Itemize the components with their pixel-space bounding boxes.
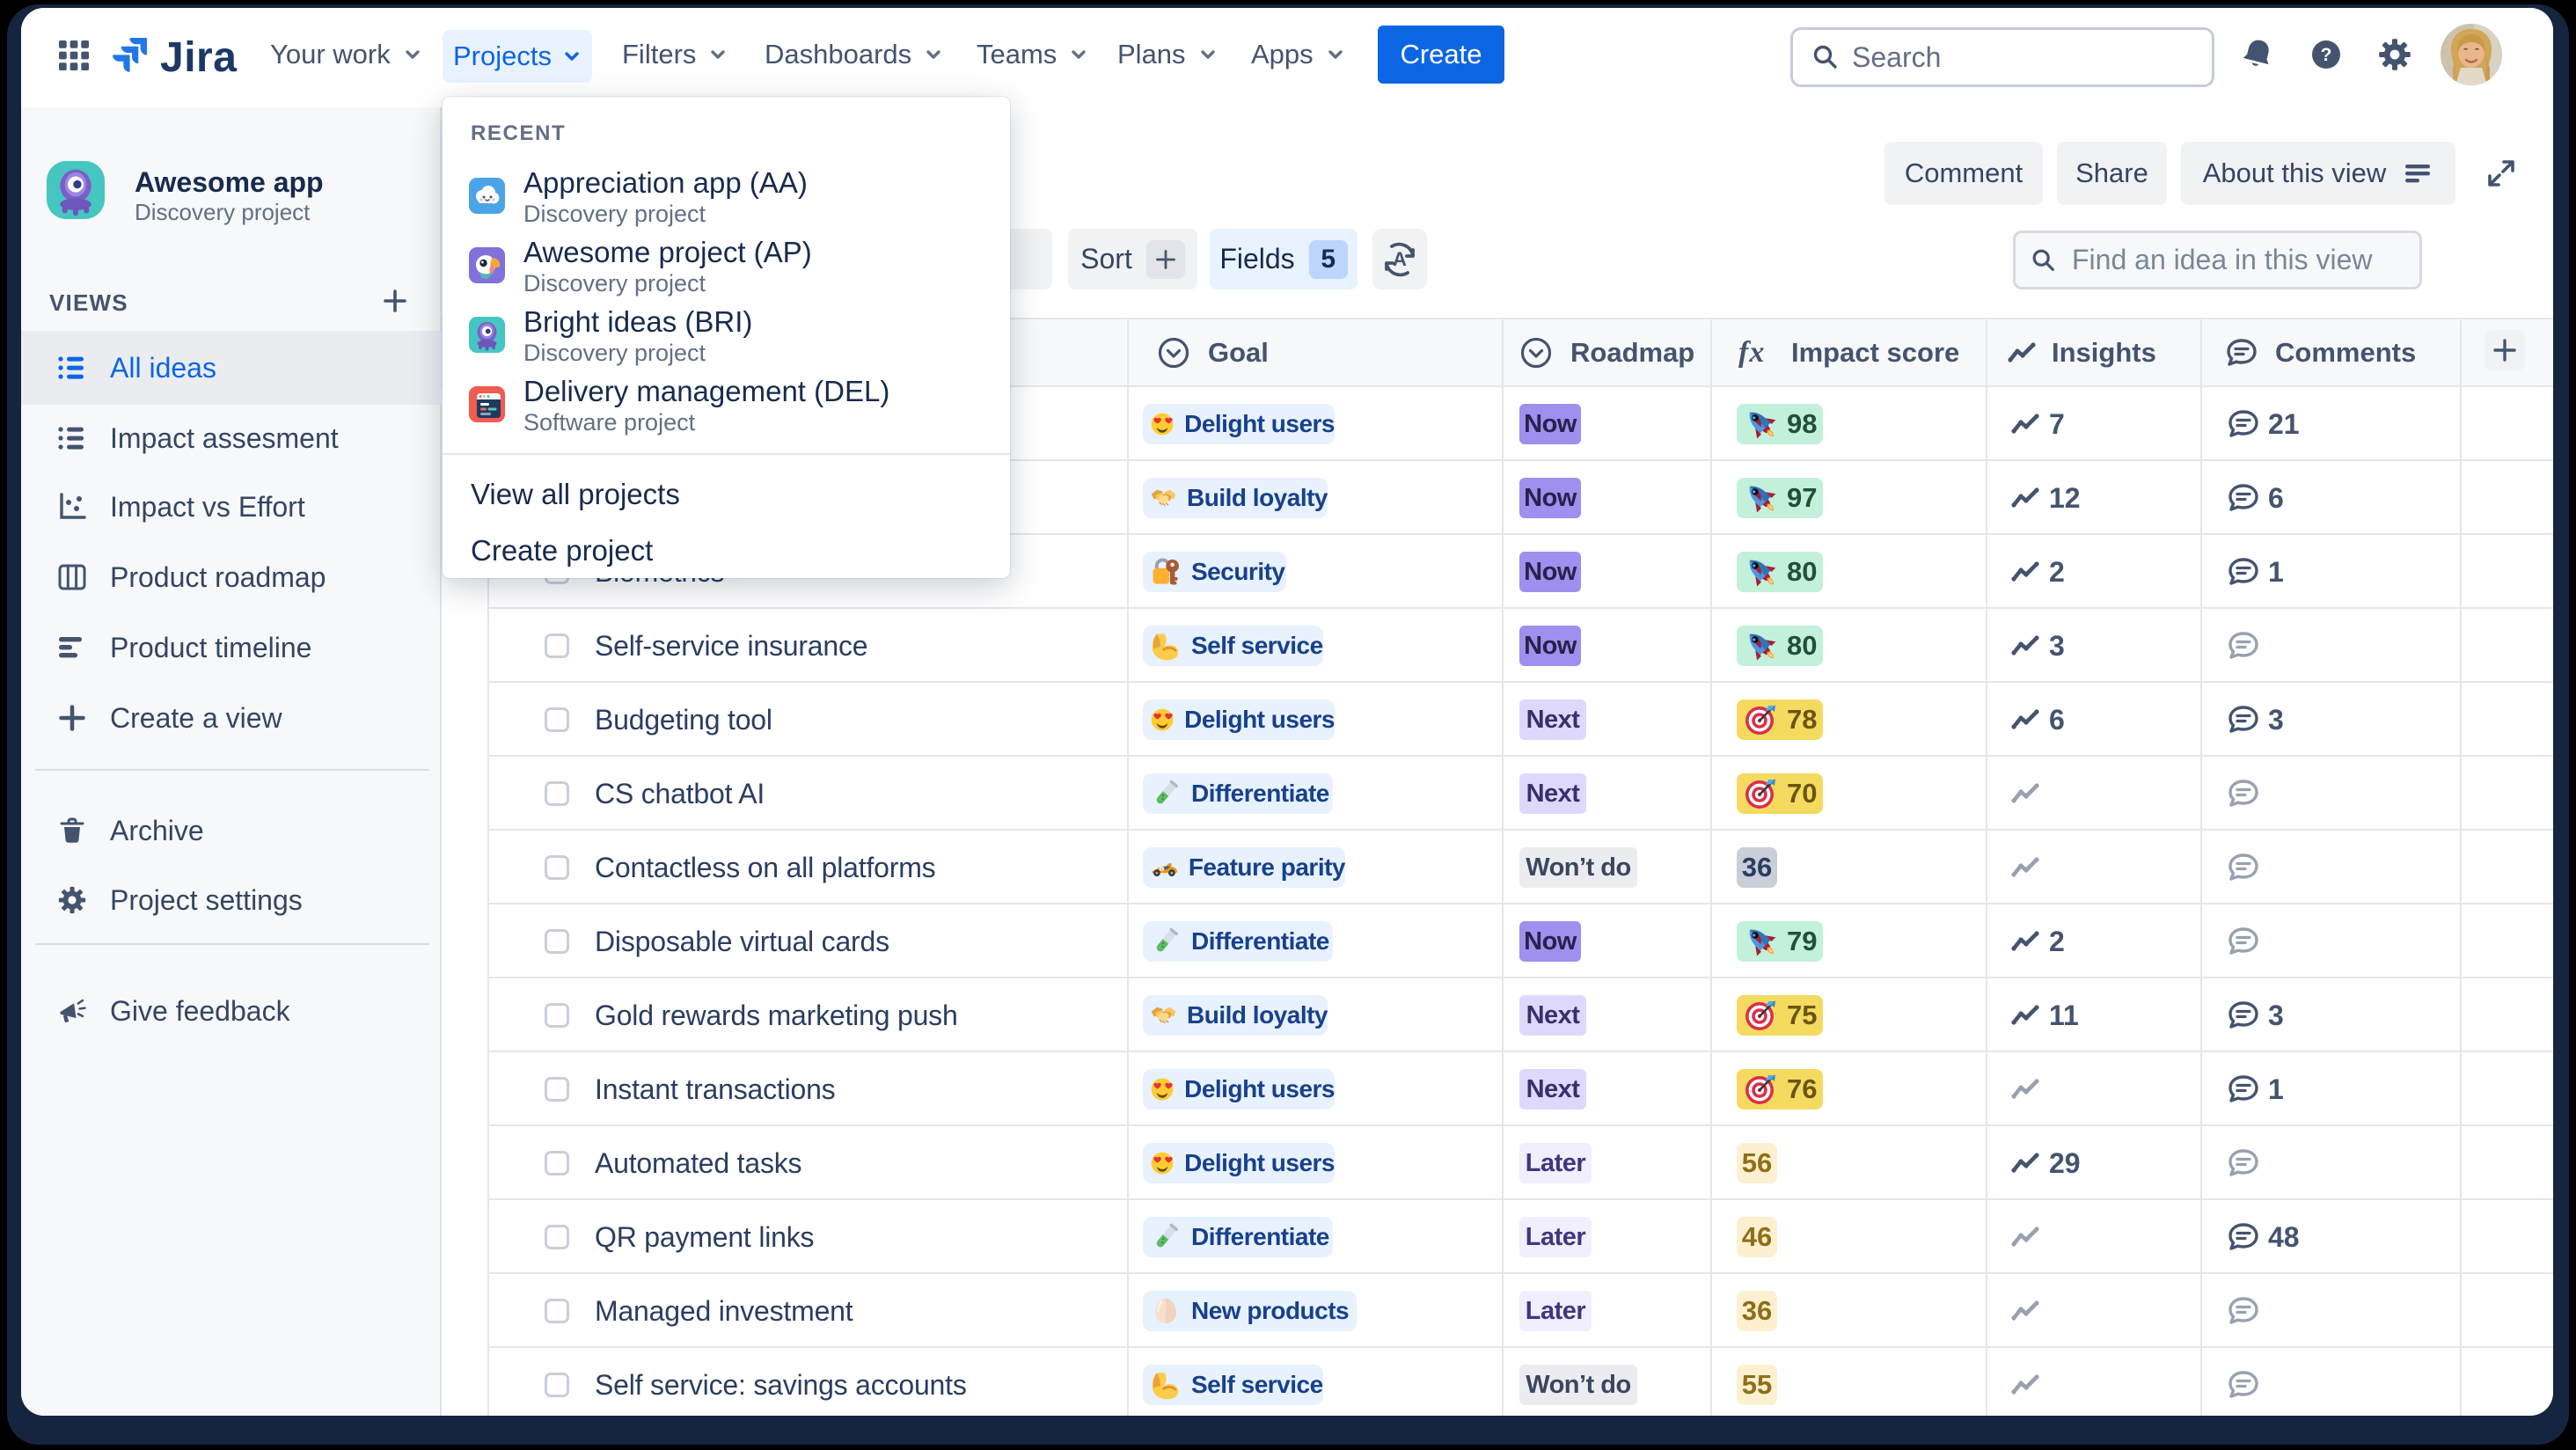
svg-text:?: ?	[2321, 45, 2332, 65]
svg-text:A: A	[1393, 248, 1407, 270]
svg-text:3: 3	[1160, 867, 1163, 871]
